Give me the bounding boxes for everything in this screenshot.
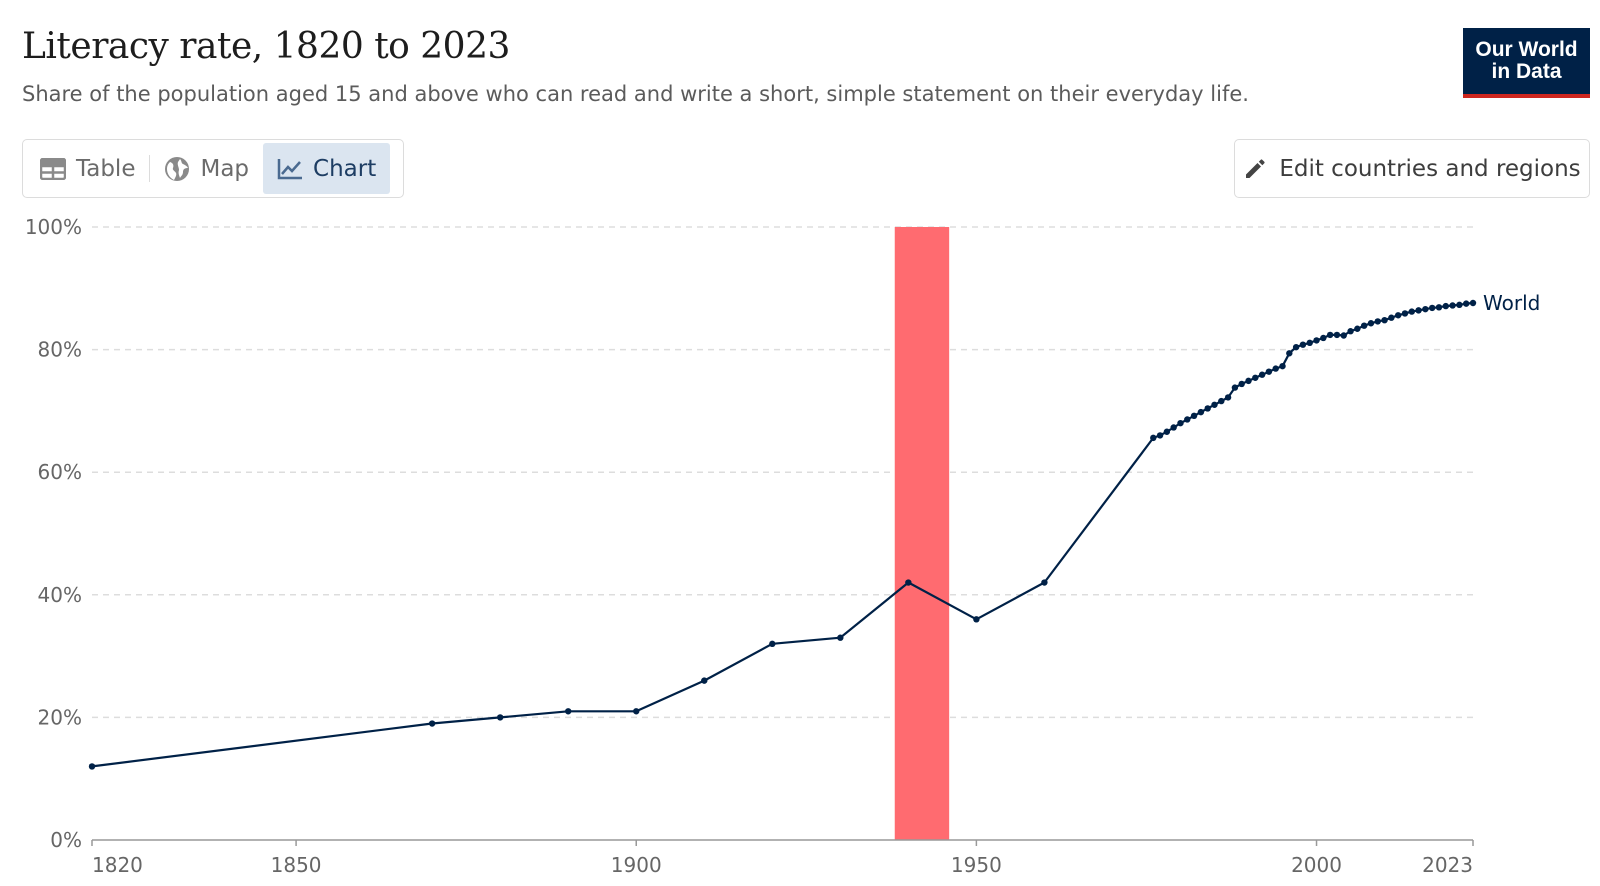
logo-line-2: in Data: [1491, 60, 1562, 83]
logo-line-1: Our World: [1475, 38, 1578, 61]
data-point[interactable]: [1422, 305, 1429, 313]
x-tick-label: 1900: [611, 853, 662, 877]
data-point[interactable]: [1408, 308, 1415, 315]
tab-table[interactable]: Table: [26, 143, 149, 194]
data-point[interactable]: [1469, 299, 1477, 307]
data-point[interactable]: [1218, 397, 1225, 405]
data-point[interactable]: [1394, 312, 1402, 319]
series-layer: World: [88, 291, 1540, 770]
data-point[interactable]: [633, 708, 640, 715]
y-tick-label: 20%: [38, 705, 82, 729]
data-point[interactable]: [428, 720, 436, 727]
data-point[interactable]: [1286, 350, 1293, 357]
data-point[interactable]: [1374, 318, 1381, 325]
y-tick-label: 40%: [38, 583, 82, 607]
data-point[interactable]: [1401, 310, 1409, 317]
x-tick-label: 2000: [1291, 853, 1342, 877]
data-point[interactable]: [1177, 419, 1184, 427]
line-chart-icon: [277, 158, 303, 179]
chart-subtitle: Share of the population aged 15 and abov…: [22, 82, 1249, 106]
data-point[interactable]: [496, 714, 504, 721]
data-point[interactable]: [1367, 320, 1375, 327]
y-tick-label: 80%: [38, 338, 82, 362]
data-point[interactable]: [1415, 307, 1422, 314]
tab-map-label: Map: [200, 155, 250, 182]
data-point[interactable]: [1156, 432, 1164, 439]
data-point[interactable]: [769, 640, 776, 648]
data-point[interactable]: [701, 677, 708, 684]
data-point[interactable]: [565, 708, 572, 715]
data-point[interactable]: [1462, 300, 1470, 307]
data-point[interactable]: [1320, 334, 1327, 342]
data-point[interactable]: [1238, 380, 1245, 388]
data-point[interactable]: [1041, 579, 1048, 586]
data-point[interactable]: [905, 579, 912, 586]
data-point[interactable]: [1197, 408, 1205, 416]
data-point[interactable]: [1150, 434, 1157, 442]
data-point[interactable]: [1388, 314, 1395, 321]
x-tick-label: 2023: [1422, 853, 1473, 877]
data-point[interactable]: [88, 763, 96, 770]
highlight-band: [894, 227, 950, 840]
data-point[interactable]: [1279, 362, 1286, 370]
tab-chart[interactable]: Chart: [263, 143, 391, 194]
data-point[interactable]: [1306, 339, 1313, 347]
data-point[interactable]: [1245, 377, 1252, 385]
edit-countries-button[interactable]: Edit countries and regions: [1234, 139, 1590, 198]
data-point[interactable]: [1265, 368, 1273, 375]
data-point[interactable]: [1360, 322, 1368, 329]
data-point[interactable]: [1184, 416, 1191, 423]
table-icon: [40, 157, 66, 180]
data-point[interactable]: [1272, 365, 1279, 372]
x-tick-label: 1850: [271, 853, 322, 877]
edit-countries-label: Edit countries and regions: [1279, 155, 1581, 182]
highlight-band-layer: [894, 227, 950, 840]
data-point[interactable]: [1333, 331, 1341, 339]
y-tick-label: 0%: [50, 828, 82, 852]
data-point[interactable]: [1435, 304, 1443, 311]
data-point[interactable]: [973, 616, 980, 623]
x-tick-label: 1820: [92, 853, 143, 877]
data-point[interactable]: [1381, 316, 1388, 324]
data-point[interactable]: [1347, 328, 1354, 335]
data-point[interactable]: [1204, 405, 1211, 412]
tab-map[interactable]: Map: [150, 143, 263, 194]
chart-title: Literacy rate, 1820 to 2023: [22, 26, 510, 67]
data-point[interactable]: [1456, 301, 1463, 309]
globe-icon: [165, 156, 190, 181]
data-point[interactable]: [1170, 424, 1177, 431]
pencil-icon: [1246, 158, 1265, 178]
data-point[interactable]: [1163, 428, 1171, 435]
data-point[interactable]: [1449, 302, 1456, 309]
data-point[interactable]: [1190, 412, 1198, 420]
data-point[interactable]: [1252, 374, 1259, 381]
x-tick-label: 1950: [951, 853, 1002, 877]
axes: 0% 20% 40% 60% 80% 100% 1820 1850 1900 1950 2000 20…: [25, 215, 1474, 877]
data-point[interactable]: [1231, 384, 1239, 391]
data-point[interactable]: [1258, 371, 1266, 378]
data-point[interactable]: [1354, 325, 1361, 332]
data-point[interactable]: [1211, 401, 1218, 408]
data-point[interactable]: [1299, 341, 1307, 348]
data-point[interactable]: [1313, 337, 1320, 344]
view-tabs: Table Map Chart: [22, 139, 404, 198]
data-point[interactable]: [1340, 332, 1347, 339]
data-point[interactable]: [1442, 302, 1449, 310]
y-tick-label: 60%: [38, 460, 82, 484]
owid-logo[interactable]: Our World in Data: [1463, 28, 1590, 98]
data-point[interactable]: [1326, 331, 1334, 339]
data-point[interactable]: [1428, 304, 1436, 312]
tab-divider: [149, 155, 151, 182]
data-point[interactable]: [1224, 394, 1232, 401]
data-point[interactable]: [837, 634, 844, 641]
tab-chart-label: Chart: [313, 155, 377, 182]
tab-table-label: Table: [76, 155, 136, 182]
series-label-world: World: [1483, 291, 1540, 315]
y-tick-label: 100%: [25, 215, 82, 239]
data-point[interactable]: [1292, 343, 1300, 351]
